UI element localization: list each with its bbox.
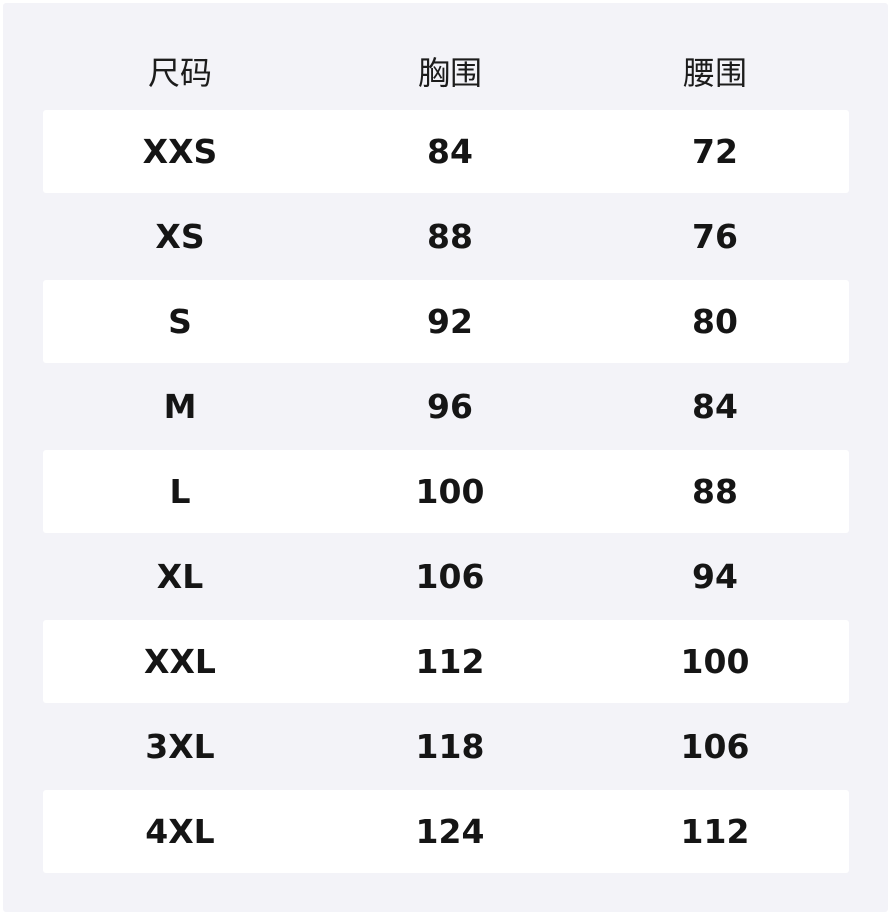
header-waist: 腰围 [682,54,747,92]
waist-cell: 88 [692,472,738,511]
waist-cell: 76 [692,217,738,256]
table-row: S 92 80 [43,280,849,363]
waist-cell: 100 [680,642,750,681]
waist-cell: 84 [692,387,738,426]
table-row: 3XL 118 106 [43,705,849,788]
size-cell: XXL [144,642,216,681]
size-cell: 3XL [145,727,215,766]
size-chart-panel: 尺码 胸围 腰围 XXS 84 72 XS 88 76 S 92 80 M 96 84 L 100 88 XL… [3,3,888,912]
chest-cell: 106 [415,557,485,596]
waist-cell: 80 [692,302,738,341]
size-cell: XS [155,217,205,256]
chest-cell: 124 [415,812,485,851]
table-row: M 96 84 [43,365,849,448]
size-cell: S [168,302,192,341]
size-cell: L [169,472,191,511]
waist-cell: 112 [680,812,750,851]
header-size: 尺码 [147,54,212,92]
table-row: XS 88 76 [43,195,849,278]
table-row: XL 106 94 [43,535,849,618]
table-row: L 100 88 [43,450,849,533]
table-header: 尺码 胸围 腰围 [43,43,849,99]
table-row: XXL 112 100 [43,620,849,703]
waist-cell: 106 [680,727,750,766]
chest-cell: 84 [427,132,473,171]
size-cell: XL [156,557,204,596]
chest-cell: 92 [427,302,473,341]
waist-cell: 94 [692,557,738,596]
chest-cell: 118 [415,727,485,766]
size-cell: 4XL [145,812,215,851]
chest-cell: 112 [415,642,485,681]
chest-cell: 100 [415,472,485,511]
table-row: 4XL 124 112 [43,790,849,873]
size-cell: M [163,387,197,426]
table-row: XXS 84 72 [43,110,849,193]
header-chest: 胸围 [417,54,482,92]
waist-cell: 72 [692,132,738,171]
size-cell: XXS [142,132,218,171]
chest-cell: 96 [427,387,473,426]
chest-cell: 88 [427,217,473,256]
